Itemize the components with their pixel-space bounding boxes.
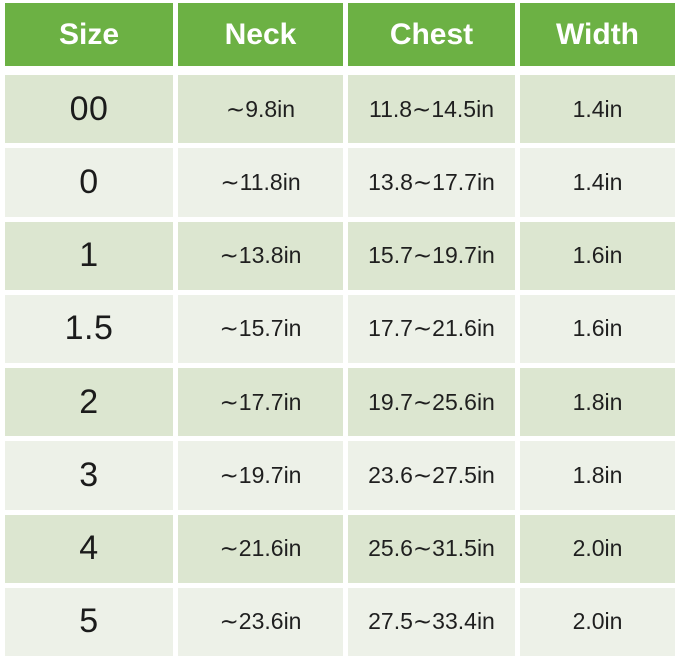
column-header-chest: Chest bbox=[348, 3, 515, 70]
chest-cell: 13.8∼17.7in bbox=[348, 148, 515, 217]
neck-cell: ∼15.7in bbox=[178, 294, 343, 363]
column-header-size: Size bbox=[5, 3, 173, 70]
size-cell: 00 bbox=[5, 75, 173, 144]
size-cell: 1 bbox=[5, 221, 173, 290]
size-cell: 4 bbox=[5, 514, 173, 583]
width-cell: 1.6in bbox=[520, 294, 675, 363]
chest-cell: 25.6∼31.5in bbox=[348, 514, 515, 583]
neck-cell: ∼13.8in bbox=[178, 221, 343, 290]
neck-cell: ∼17.7in bbox=[178, 368, 343, 437]
size-cell: 1.5 bbox=[5, 294, 173, 363]
width-cell: 1.8in bbox=[520, 368, 675, 437]
column-header-width: Width bbox=[520, 3, 675, 70]
neck-cell: ∼11.8in bbox=[178, 148, 343, 217]
width-cell: 1.8in bbox=[520, 441, 675, 510]
size-cell: 3 bbox=[5, 441, 173, 510]
neck-cell: ∼9.8in bbox=[178, 75, 343, 144]
neck-cell: ∼19.7in bbox=[178, 441, 343, 510]
chest-cell: 15.7∼19.7in bbox=[348, 221, 515, 290]
chest-cell: 23.6∼27.5in bbox=[348, 441, 515, 510]
width-cell: 1.4in bbox=[520, 75, 675, 144]
width-cell: 1.6in bbox=[520, 221, 675, 290]
size-cell: 0 bbox=[5, 148, 173, 217]
size-cell: 2 bbox=[5, 368, 173, 437]
column-header-neck: Neck bbox=[178, 3, 343, 70]
chest-cell: 27.5∼33.4in bbox=[348, 587, 515, 656]
width-cell: 2.0in bbox=[520, 587, 675, 656]
chest-cell: 17.7∼21.6in bbox=[348, 294, 515, 363]
width-cell: 1.4in bbox=[520, 148, 675, 217]
neck-cell: ∼21.6in bbox=[178, 514, 343, 583]
chest-cell: 11.8∼14.5in bbox=[348, 75, 515, 144]
neck-cell: ∼23.6in bbox=[178, 587, 343, 656]
chest-cell: 19.7∼25.6in bbox=[348, 368, 515, 437]
size-cell: 5 bbox=[5, 587, 173, 656]
width-cell: 2.0in bbox=[520, 514, 675, 583]
